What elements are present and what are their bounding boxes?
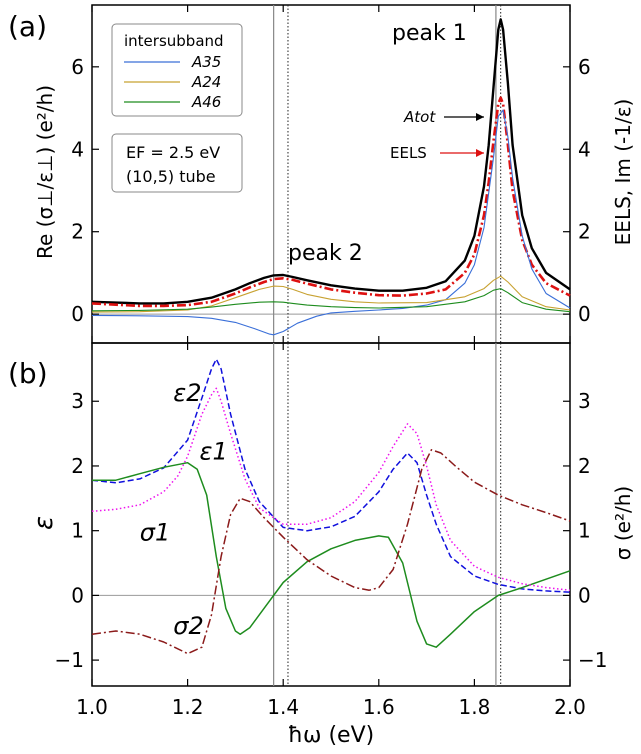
ytick-label-right-a-2: 4 [578, 137, 591, 161]
series-label-σ2: σ2 [173, 612, 203, 640]
ytick-label-left-a-1: 2 [71, 220, 84, 244]
series-ε1-line [92, 461, 571, 648]
series-ε2-line [91, 358, 571, 593]
ytick-label-left-a-2: 4 [71, 137, 84, 161]
panel-b-label: (b) [8, 357, 48, 390]
xtick-label-2: 1.4 [267, 695, 299, 719]
ytick-label-right-b-3: 2 [578, 454, 591, 478]
series-label-ε1: ε1 [200, 437, 228, 465]
ytick-label-left-b-4: 3 [71, 389, 84, 413]
annotation-eels: EELS [390, 144, 427, 162]
series-A35-line [91, 109, 571, 336]
info-fermi-energy: EF = 2.5 eV [126, 143, 220, 162]
legend-label-a24: A24 [191, 73, 221, 91]
panel-b-frame [91, 342, 571, 687]
xtick-label-1: 1.2 [172, 695, 204, 719]
arrow-atot-head [476, 113, 484, 121]
series-σ1-line [91, 387, 571, 591]
series-Atot-line [91, 18, 571, 305]
ytick-label-right-b-0: −1 [578, 648, 607, 672]
xtick-label-0: 1.0 [76, 695, 108, 719]
legend-label-a35: A35 [191, 53, 221, 71]
xtick-label-5: 2.0 [554, 695, 586, 719]
ytick-label-left-b-0: −1 [55, 648, 84, 672]
ytick-label-right-b-4: 3 [578, 389, 591, 413]
ytick-label-right-a-3: 6 [578, 55, 591, 79]
ytick-label-right-b-2: 1 [578, 519, 591, 543]
ytick-label-right-a-0: 0 [578, 302, 591, 326]
legend-title: intersubband [124, 32, 224, 50]
info-box: EF = 2.5 eV (10,5) tube [111, 133, 243, 193]
info-box-frame [111, 133, 243, 193]
ytick-label-right-b-1: 0 [578, 583, 591, 607]
ytick-label-left-a-3: 6 [71, 55, 84, 79]
panel-a-label: (a) [8, 10, 47, 43]
series-A24-line [91, 275, 571, 313]
x-axis-label: ħω (eV) [288, 723, 374, 748]
legend-label-a46: A46 [191, 93, 221, 111]
ytick-label-right-a-1: 2 [578, 220, 591, 244]
series-label-ε2: ε2 [173, 379, 201, 407]
series-label-σ1: σ1 [140, 518, 170, 546]
ytick-label-left-a-0: 0 [71, 302, 84, 326]
xtick-label-4: 1.8 [458, 695, 490, 719]
annotation-peak-2: peak 2 [288, 241, 363, 266]
annotation-atot: Atot [403, 108, 436, 126]
series-A46-line [91, 288, 571, 313]
ytick-label-left-b-1: 0 [71, 583, 84, 607]
panel-a-ylabel-right: EELS, Im (-1/ε) [611, 99, 635, 246]
panel-a-ylabel-left: Re (σ⊥/ε⊥) (e²/h) [33, 85, 57, 259]
info-tube: (10,5) tube [126, 167, 216, 186]
arrow-eels-head [476, 149, 484, 157]
ytick-label-left-b-2: 1 [71, 519, 84, 543]
panel-a: 0 0 2 2 4 4 6 6 (a) Re (σ⊥/ε⊥) (e²/h) EELS, Im … [8, 4, 635, 344]
panel-b-ylabel-left: ε [29, 516, 59, 530]
panel-b-ylabel-right: σ (e²/h) [611, 486, 635, 560]
legend-box [111, 23, 243, 117]
annotation-peak-1: peak 1 [392, 21, 467, 46]
ytick-label-left-b-3: 2 [71, 454, 84, 478]
series-σ2-line [91, 449, 571, 655]
series-EELS-line [91, 96, 571, 308]
xtick-label-3: 1.6 [363, 695, 395, 719]
legend: intersubband A35 A24 A46 [111, 23, 243, 117]
